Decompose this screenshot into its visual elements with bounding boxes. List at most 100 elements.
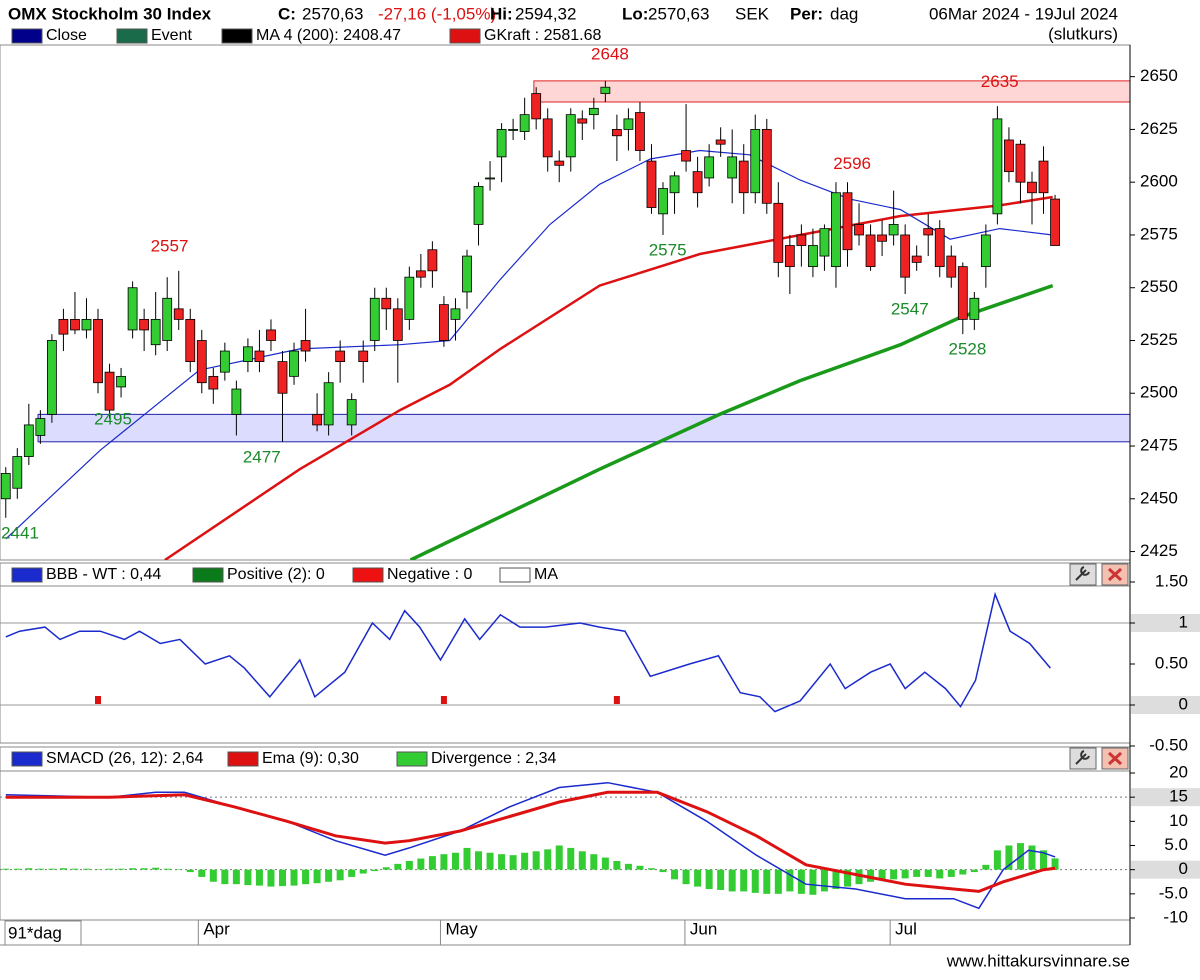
candle-body: [854, 224, 864, 236]
divergence-bar: [25, 868, 33, 870]
divergence-bar: [82, 868, 90, 870]
candle-body: [911, 255, 922, 263]
period-value: dag: [830, 4, 858, 23]
divergence-bar: [13, 868, 21, 870]
divergence-bar: [970, 869, 978, 873]
divergence-bar: [2, 868, 10, 870]
legend-swatch: [11, 751, 43, 767]
candle-body: [577, 118, 588, 124]
candle-body: [831, 192, 841, 268]
candle-body: [81, 318, 92, 331]
divergence-bar: [232, 869, 240, 885]
series-line: [5, 790, 1056, 893]
divergence-bar: [279, 869, 286, 887]
legend-swatch: [11, 567, 43, 583]
tick-highlight: [1131, 696, 1200, 714]
y-tick-label: 2650: [1140, 66, 1178, 85]
candle-body: [35, 418, 46, 436]
candle-body: [323, 382, 334, 426]
candle-body: [173, 308, 184, 320]
candle-body: [784, 245, 795, 268]
close-value: 2570,63: [302, 4, 363, 23]
divergence-bar: [855, 869, 863, 885]
divergence-bar: [751, 869, 759, 893]
divergence-bar: [267, 869, 275, 887]
divergence-bar: [890, 869, 898, 880]
y-tick-label: 0: [1179, 859, 1188, 878]
legend-swatch: [192, 567, 224, 583]
divergence-bar: [371, 869, 379, 872]
divergence-bar: [809, 869, 817, 895]
divergence-bar: [1040, 850, 1048, 870]
candle-body: [877, 234, 887, 242]
candle-body: [888, 224, 899, 236]
candle-body: [208, 375, 219, 390]
wrench-icon: [1075, 750, 1090, 765]
candle-body: [681, 150, 691, 162]
candle-body: [565, 114, 576, 158]
candle-body: [12, 456, 23, 489]
divergence-bar: [578, 851, 586, 870]
close-label: C:: [278, 4, 296, 23]
divergence-bar: [405, 860, 413, 870]
divergence-bar: [694, 869, 702, 887]
candle-body: [335, 350, 346, 362]
divergence-bar: [936, 869, 944, 879]
date-range: 06Mar 2024 - 19Jul 2024: [929, 4, 1118, 23]
candle-body: [231, 388, 242, 415]
candle-body: [946, 255, 957, 278]
close-icon: [1107, 567, 1123, 582]
plot-area: [0, 591, 1130, 713]
candle-body: [46, 340, 57, 415]
candle-body: [1004, 139, 1014, 173]
divergence-bar: [832, 869, 840, 889]
candle-body: [485, 177, 495, 180]
span-box: [4, 920, 82, 946]
legend-swatch: [499, 567, 531, 583]
divergence-bar: [117, 868, 125, 870]
divergence-bar: [440, 854, 448, 870]
candle-body: [104, 371, 115, 411]
candle-body: [646, 160, 657, 208]
y-tick-label: 20: [1169, 762, 1188, 781]
price-annotation: 2648: [591, 44, 629, 63]
candle-body: [162, 297, 173, 341]
price-annotation: 2596: [833, 154, 871, 173]
legend-label: GKraft : 2581.68: [484, 27, 602, 44]
legend-swatch: [449, 28, 481, 44]
candle-body: [773, 202, 784, 263]
candle-body: [611, 129, 622, 137]
candle-body: [669, 175, 680, 194]
candle-body: [219, 350, 230, 373]
price-type: (slutkurs): [1048, 24, 1118, 43]
tick-highlight: [1131, 614, 1200, 632]
divergence-bar: [382, 867, 390, 870]
divergence-bar: [636, 865, 644, 870]
divergence-bar: [198, 869, 206, 877]
period-label: Per:: [790, 4, 823, 23]
candle-body: [923, 228, 934, 236]
panel-tools[interactable]: [1069, 563, 1129, 770]
candle-body: [300, 340, 311, 352]
price-annotation: 2575: [649, 240, 687, 259]
divergence-bar: [71, 868, 79, 870]
x-tick-label: May: [445, 919, 478, 938]
tick-highlight: [1131, 788, 1200, 807]
divergence-bar: [820, 869, 828, 892]
y-tick-label: 10: [1169, 811, 1188, 830]
divergence-bar: [521, 852, 529, 870]
divergence-bar: [567, 847, 575, 870]
divergence-bar: [475, 851, 483, 870]
candle-body: [58, 318, 69, 335]
divergence-bar: [290, 869, 298, 886]
candle-body: [738, 160, 749, 194]
y-tick-label: -5.0: [1159, 883, 1188, 902]
divergence-bar: [451, 852, 459, 870]
candle-body: [427, 249, 438, 272]
currency: SEK: [735, 4, 770, 23]
candle-body: [842, 192, 853, 251]
hi-label: Hi:: [490, 4, 513, 23]
signal-marker: [440, 696, 447, 704]
signal-marker: [613, 696, 620, 704]
legend-label: Negative : 0: [387, 566, 472, 583]
